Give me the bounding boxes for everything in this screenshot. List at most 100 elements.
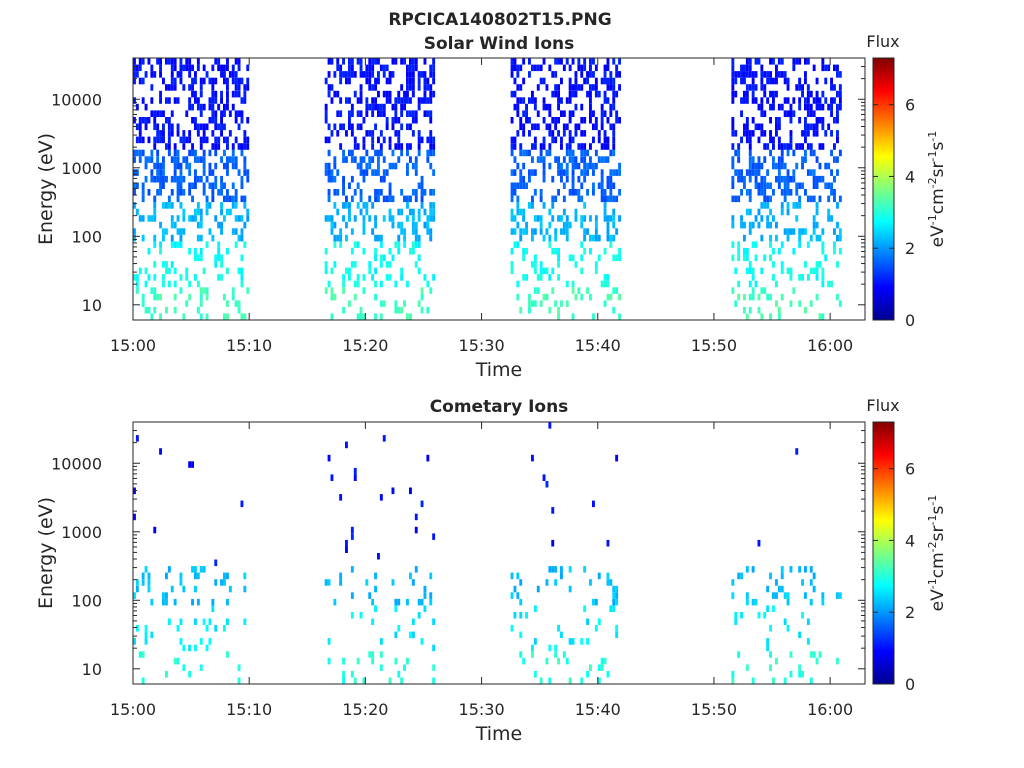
heatmap-cell xyxy=(429,64,433,72)
heatmap-cell xyxy=(557,97,560,104)
heatmap-cell xyxy=(562,651,566,658)
heatmap-cell xyxy=(333,293,337,301)
heatmap-cell xyxy=(234,90,238,98)
heatmap-cell xyxy=(141,149,145,157)
heatmap-cell xyxy=(751,566,755,573)
heatmap-cell xyxy=(202,123,206,131)
heatmap-cell xyxy=(199,293,203,301)
heatmap-cell xyxy=(737,143,741,150)
heatmap-cell xyxy=(414,110,418,117)
heatmap-cell xyxy=(141,572,145,580)
heatmap-cell xyxy=(809,300,813,307)
heatmap-cell xyxy=(432,208,436,216)
heatmap-cell xyxy=(237,169,241,176)
heatmap-cell xyxy=(350,130,354,137)
heatmap-cell xyxy=(838,97,842,104)
heatmap-cell xyxy=(519,598,523,606)
heatmap-cell xyxy=(194,182,197,189)
heatmap-cell xyxy=(597,618,601,625)
heatmap-cell xyxy=(769,117,772,124)
heatmap-cell xyxy=(199,215,203,222)
heatmap-cell xyxy=(804,156,807,163)
heatmap-cell xyxy=(533,261,537,268)
heatmap-cell xyxy=(205,293,209,301)
heatmap-cell xyxy=(516,103,520,111)
heatmap-cell xyxy=(417,103,421,111)
heatmap-cell xyxy=(135,103,139,111)
heatmap-cell xyxy=(612,143,616,150)
heatmap-cell xyxy=(821,143,825,150)
heatmap-cell xyxy=(150,97,154,104)
heatmap-cell xyxy=(510,572,514,580)
heatmap-cell xyxy=(780,156,784,163)
heatmap-cell xyxy=(836,103,839,111)
heatmap-cell xyxy=(789,651,793,658)
heatmap-cell xyxy=(411,631,415,639)
heatmap-cell xyxy=(348,64,351,72)
heatmap-cell xyxy=(769,313,772,320)
heatmap-cell xyxy=(531,644,534,652)
heatmap-cell xyxy=(179,234,183,242)
heatmap-cell xyxy=(792,64,796,72)
heatmap-cell xyxy=(510,64,514,72)
heatmap-cell xyxy=(202,169,206,176)
heatmap-cell xyxy=(406,77,409,85)
heatmap-cell xyxy=(606,221,610,229)
heatmap-cell xyxy=(371,64,375,72)
heatmap-cell xyxy=(600,117,604,124)
heatmap-cell xyxy=(191,182,194,189)
heatmap-cell xyxy=(426,280,430,288)
heatmap-cell xyxy=(377,169,380,176)
heatmap-cell xyxy=(391,103,395,111)
heatmap-cell xyxy=(789,130,793,137)
heatmap-cell xyxy=(374,189,377,196)
heatmap-cell xyxy=(751,274,755,281)
heatmap-cell xyxy=(199,638,203,645)
heatmap-cell xyxy=(836,221,839,229)
heatmap-cell xyxy=(606,195,610,203)
heatmap-cell xyxy=(798,103,802,111)
heatmap-cell xyxy=(516,182,520,189)
heatmap-cell xyxy=(194,618,197,625)
heatmap-cell xyxy=(185,64,189,72)
heatmap-cell xyxy=(231,77,235,85)
heatmap-cell xyxy=(223,162,226,170)
heatmap-cell xyxy=(133,234,136,242)
heatmap-cell xyxy=(214,77,218,85)
heatmap-cell xyxy=(240,117,244,124)
heatmap-cell xyxy=(406,195,409,203)
heatmap-cell xyxy=(548,143,552,150)
heatmap-cell xyxy=(156,156,160,163)
heatmap-cell xyxy=(513,136,517,144)
heatmap-cell xyxy=(414,156,418,163)
heatmap-cell xyxy=(798,195,802,203)
heatmap-cell xyxy=(388,136,392,144)
heatmap-cell xyxy=(574,77,578,85)
heatmap-cell xyxy=(557,215,560,222)
heatmap-cell xyxy=(806,618,810,625)
heatmap-cell xyxy=(618,293,621,301)
heatmap-cell xyxy=(801,228,804,235)
heatmap-cell xyxy=(731,130,735,137)
heatmap-cell xyxy=(609,149,613,157)
heatmap-cell xyxy=(568,77,572,85)
heatmap-cell xyxy=(589,215,592,222)
heatmap-cell xyxy=(597,572,601,580)
heatmap-cell xyxy=(795,448,799,455)
heatmap-cell xyxy=(162,156,165,163)
heatmap-cell xyxy=(748,143,752,150)
heatmap-cell xyxy=(560,631,563,639)
heatmap-cell xyxy=(836,110,839,117)
heatmap-cell xyxy=(513,169,517,176)
heatmap-cell xyxy=(603,208,607,216)
heatmap-cells xyxy=(133,58,842,320)
heatmap-cell xyxy=(562,110,566,117)
heatmap-cell xyxy=(336,58,340,65)
heatmap-cell xyxy=(327,71,331,78)
heatmap-cell xyxy=(432,71,436,78)
heatmap-cell xyxy=(420,97,424,104)
heatmap-cell xyxy=(542,267,546,275)
heatmap-cell xyxy=(795,143,799,150)
heatmap-cell xyxy=(411,215,415,222)
heatmap-cell xyxy=(592,189,595,196)
